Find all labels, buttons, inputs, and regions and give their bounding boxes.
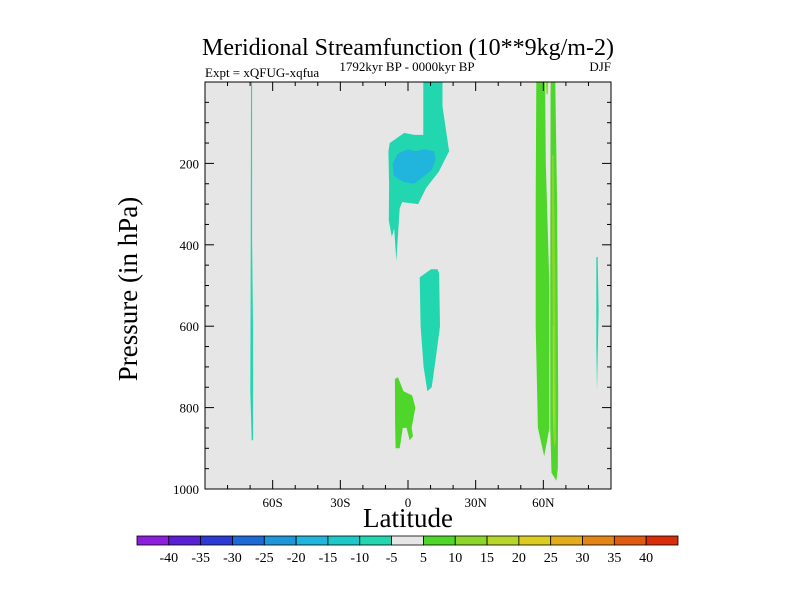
contour-regions xyxy=(250,82,599,481)
colorbar-box xyxy=(359,535,392,546)
colorbar-label: -30 xyxy=(223,551,242,566)
contour-band-55N xyxy=(535,82,550,457)
x-tick-label: 30N xyxy=(464,495,487,510)
colorbar-box xyxy=(232,535,265,546)
colorbar-box xyxy=(645,535,679,546)
y-tick-label: 200 xyxy=(180,156,200,171)
chart-title: Meridional Streamfunction (10**9kg/m-2) xyxy=(202,35,614,61)
colorbar-label: -15 xyxy=(319,551,338,566)
colorbar-label: 40 xyxy=(639,551,653,566)
colorbar-label: -20 xyxy=(287,551,306,566)
axis-ticks: 60S 30S 0 30N 60N 200 400 600 800 1000 xyxy=(173,82,612,510)
colorbar-label: -10 xyxy=(350,551,369,566)
contour-band-61N-small xyxy=(546,82,549,95)
contour-band-66N-max xyxy=(552,326,555,441)
contour-band-84N xyxy=(596,257,599,392)
colorbar-label: 10 xyxy=(448,551,462,566)
contour-band-66N-core xyxy=(552,155,556,449)
colorbar: -40 -35 -30 -25 -20 -15 -10 -5 5 10 15 20 25 30 35 40 xyxy=(136,535,679,566)
colorbar-box xyxy=(391,535,424,546)
x-tick-label: 0 xyxy=(405,495,412,510)
colorbar-label: -5 xyxy=(386,551,398,566)
y-tick-label: 1000 xyxy=(173,482,199,497)
expt-label: Expt = xQFUG-xqfua xyxy=(205,65,319,80)
season-label: DJF xyxy=(589,59,611,74)
colorbar-box xyxy=(518,535,552,546)
x-tick-label: 30S xyxy=(330,495,350,510)
colorbar-label: -40 xyxy=(159,551,178,566)
x-axis-label: Latitude xyxy=(363,503,453,533)
y-tick-label: 600 xyxy=(180,319,200,334)
colorbar-box xyxy=(486,535,520,546)
colorbar-box xyxy=(550,535,583,546)
colorbar-label: 25 xyxy=(544,551,558,566)
colorbar-label: 15 xyxy=(480,551,494,566)
colorbar-box xyxy=(582,535,615,546)
contour-band-70S xyxy=(250,82,253,441)
y-tick-label: 400 xyxy=(180,238,200,253)
contour-midlevel-tropics-pos5 xyxy=(419,269,440,392)
colorbar-box xyxy=(263,535,297,546)
colorbar-box xyxy=(613,535,647,546)
colorbar-box xyxy=(200,535,233,546)
colorbar-label: -35 xyxy=(191,551,210,566)
x-tick-label: 60N xyxy=(532,495,555,510)
contour-upper-tropics-neg10 xyxy=(392,149,436,184)
y-axis-label: Pressure (in hPa) xyxy=(113,197,143,381)
colorbar-box xyxy=(295,535,329,546)
x-tick-label: 60S xyxy=(263,495,283,510)
colorbar-label: 5 xyxy=(420,551,427,566)
colorbar-box xyxy=(136,535,170,546)
colorbar-label: 30 xyxy=(576,551,590,566)
period-label: 1792kyr BP - 0000kyr BP xyxy=(339,59,474,74)
colorbar-box xyxy=(454,535,488,546)
y-tick-label: 800 xyxy=(180,401,200,416)
colorbar-label: -25 xyxy=(255,551,274,566)
colorbar-box xyxy=(327,535,361,546)
colorbar-box xyxy=(423,535,456,546)
contour-lower-tropics-green xyxy=(394,377,416,449)
colorbar-label: 20 xyxy=(512,551,526,566)
colorbar-box xyxy=(168,535,202,546)
colorbar-label: 35 xyxy=(607,551,621,566)
